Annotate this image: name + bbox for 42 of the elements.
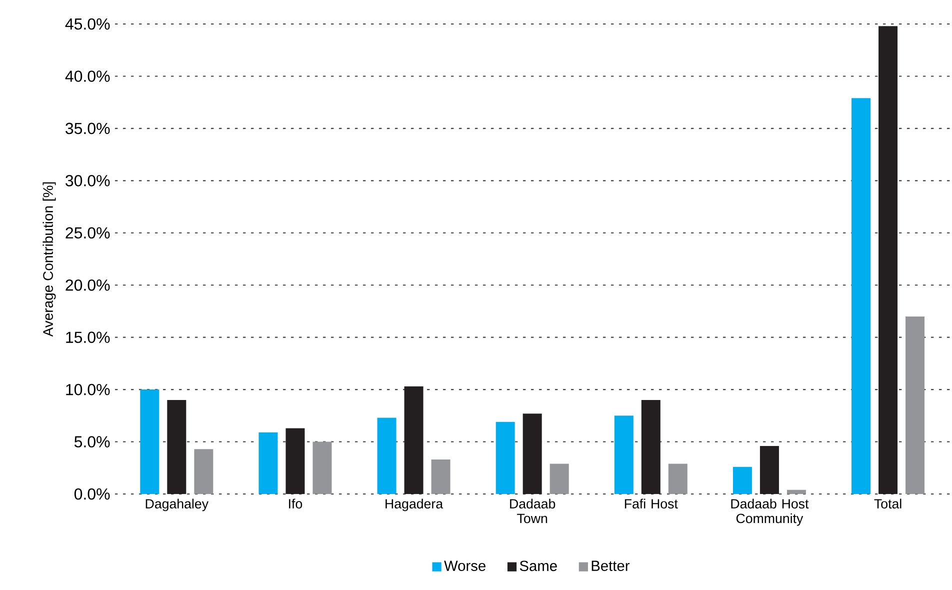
bar — [852, 98, 871, 494]
y-tick-label: 5.0% — [74, 436, 110, 448]
bar — [522, 414, 542, 494]
legend-label: Better — [592, 560, 630, 572]
x-tick-label: Fafi Host — [624, 498, 678, 508]
bar — [167, 400, 186, 494]
bar — [431, 460, 450, 494]
y-tick-label: 15.0% — [66, 332, 110, 343]
bar — [906, 316, 925, 494]
bar — [312, 442, 332, 494]
y-tick-label: 0.0% — [74, 488, 110, 500]
bar — [286, 428, 305, 494]
bar — [878, 26, 898, 494]
bar — [377, 418, 396, 494]
y-tick-label: 35.0% — [66, 122, 110, 134]
legend-label: Same — [520, 560, 557, 572]
bar — [550, 464, 569, 494]
y-tick-label: 10.0% — [66, 384, 110, 396]
bar — [641, 400, 660, 494]
bar — [496, 422, 515, 494]
y-tick-label: 25.0% — [66, 227, 110, 239]
bar — [194, 449, 214, 494]
bar — [140, 390, 160, 494]
x-tick-label: Dadaab Host Community — [731, 498, 809, 526]
x-tick-label: Dagahaley — [146, 498, 208, 512]
y-tick-label: 40.0% — [65, 70, 110, 82]
y-axis-title: Average Contribution [%] — [42, 182, 56, 337]
bar — [786, 490, 806, 494]
bar — [760, 446, 779, 494]
y-tick-label: 30.0% — [66, 175, 110, 186]
bar — [258, 432, 278, 494]
x-tick-label: Hagadera — [386, 498, 444, 512]
bar — [732, 466, 752, 494]
bar — [404, 386, 424, 494]
x-tick-label: Ifo — [289, 498, 302, 508]
bar — [614, 416, 634, 494]
legend-label: Worse — [444, 560, 486, 572]
bar — [668, 464, 688, 494]
y-tick-label: 20.0% — [66, 279, 110, 291]
x-tick-label: Total — [874, 498, 902, 508]
y-tick-label: 45.0% — [65, 18, 110, 30]
x-tick-label: Dadaab Town — [510, 498, 556, 524]
